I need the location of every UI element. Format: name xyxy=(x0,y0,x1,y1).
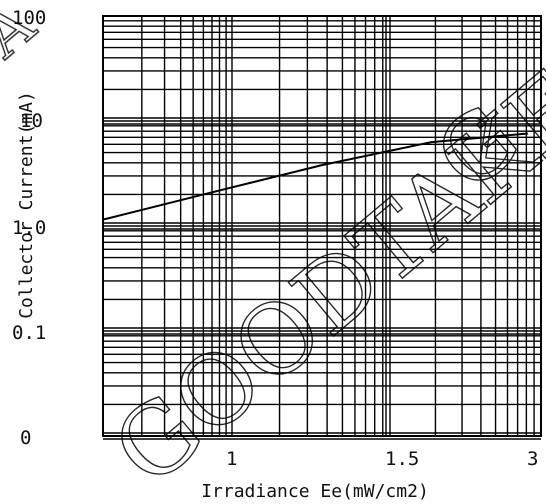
x-axis-label: Irradiance Ee(mW/cm2) xyxy=(201,481,429,502)
series-line xyxy=(102,132,528,221)
x-tick-label: 1.5 xyxy=(385,448,419,470)
y-tick-label: 1.0 xyxy=(12,217,46,239)
y-tick-label: 10 xyxy=(20,110,43,132)
y-tick-label: 0 xyxy=(20,427,31,449)
plot-frame xyxy=(102,15,542,437)
y-axis-label: Collector Current(mA) xyxy=(16,91,37,319)
x-tick-label: 3 xyxy=(527,448,538,470)
y-tick-label: 100 xyxy=(12,7,46,29)
y-tick-label: 0.1 xyxy=(12,322,46,344)
plot-grid xyxy=(102,16,541,440)
x-tick-label: 1 xyxy=(226,448,237,470)
